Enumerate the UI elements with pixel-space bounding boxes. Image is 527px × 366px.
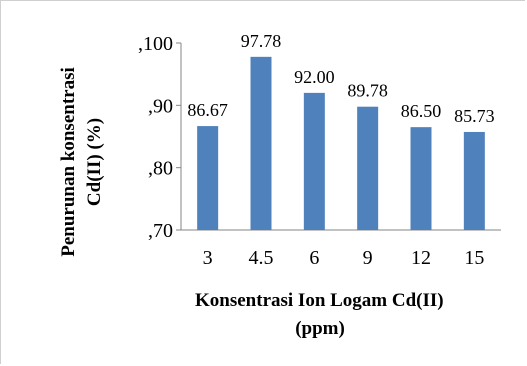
data-label: 92.00 [294, 67, 335, 87]
data-label: 86.50 [401, 101, 442, 121]
bars [197, 56, 485, 231]
data-label: 85.73 [454, 106, 495, 126]
y-axis-title-line1: Penurunan konsentrasi [58, 67, 79, 257]
x-tick-label: 6 [309, 247, 319, 269]
y-tick-label: ,80 [148, 158, 173, 180]
x-axis-title-line2: (ppm) [295, 318, 345, 339]
data-label: 89.78 [347, 81, 388, 101]
data-label: 97.78 [241, 31, 282, 51]
bar-3 [197, 126, 219, 230]
x-tick-label: 4.5 [249, 247, 274, 269]
bar-15 [463, 131, 485, 230]
data-label: 86.67 [187, 100, 228, 120]
x-tick-label: 12 [411, 247, 431, 269]
bar-6 [303, 92, 325, 230]
x-tick-label: 3 [203, 247, 213, 269]
data-labels: 86.67 97.78 92.00 89.78 86.50 85.73 [187, 31, 494, 126]
x-axis-tick-labels: 3 4.5 6 9 12 15 [203, 247, 485, 269]
y-axis-title-line2: Cd(II) (%) [84, 118, 105, 206]
bar-12 [410, 127, 432, 230]
y-tick-label: ,100 [138, 33, 173, 55]
x-axis-title-line1: Konsentrasi Ion Logam Cd(II) [195, 290, 444, 311]
bar-4.5 [250, 56, 272, 231]
x-tick-label: 9 [363, 247, 373, 269]
x-tick-label: 15 [464, 247, 484, 269]
y-axis-ticks: ,70 ,80 ,90 ,100 [138, 33, 181, 242]
bar-9 [357, 106, 379, 230]
y-tick-label: ,90 [148, 95, 173, 117]
y-tick-label: ,70 [148, 220, 173, 242]
